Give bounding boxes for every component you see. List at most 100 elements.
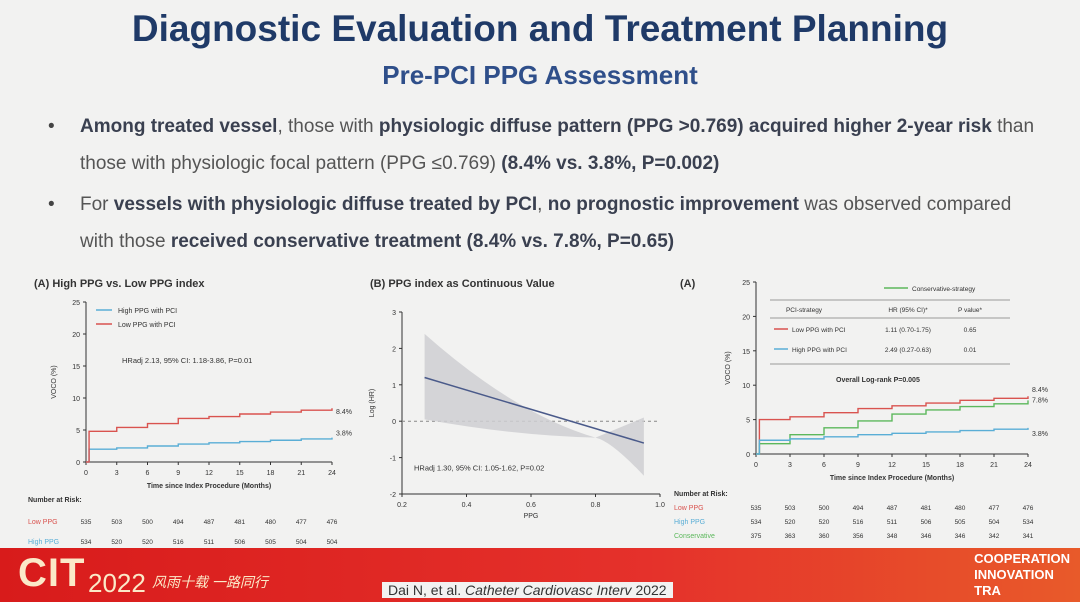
bullet-list: • Among treated vessel, those with physi…	[48, 108, 1048, 264]
chart-b-ppg-continuous: 0.2 0.4 0.6 0.8 1.0 -2 -1 0 1 2 3 Log (HR) PPG HRadj …	[369, 310, 665, 520]
x-tick-label: 1.0	[655, 502, 665, 509]
x-tick-label: 6	[822, 462, 826, 469]
y-tick-label: 2	[392, 346, 396, 353]
risk-value: 494	[173, 519, 184, 526]
legend-label: Low PPG with PCI	[792, 327, 846, 334]
y-tick-label: 5	[76, 428, 80, 435]
risk-value: 506	[921, 519, 932, 526]
cit-logo-year: 2022	[88, 568, 146, 598]
y-tick-label: 10	[72, 396, 80, 403]
x-tick-label: 24	[1024, 462, 1032, 469]
x-tick-label: 6	[146, 470, 150, 477]
x-tick-label: 12	[205, 470, 213, 477]
risk-value: 476	[1023, 505, 1034, 512]
cit-slogan: 风雨十载 一路同行	[152, 574, 268, 590]
series-line	[756, 427, 1029, 455]
end-label: 3.8%	[1032, 431, 1048, 438]
x-axis-label: Time since Index Procedure (Months)	[147, 483, 271, 490]
risk-value: 481	[234, 519, 245, 526]
risk-value: 375	[751, 533, 762, 540]
x-tick-label: 12	[888, 462, 896, 469]
bullet-2-bold-1: vessels with physiologic diffuse treated…	[113, 194, 538, 215]
risk-value: 520	[142, 539, 153, 546]
confidence-band	[424, 333, 644, 476]
risk-value: 494	[853, 505, 864, 512]
risk-value: 477	[296, 519, 307, 526]
risk-row-label: Low PPG	[28, 519, 58, 526]
bullet-dot: •	[48, 116, 55, 137]
bullet-1-text-1: , those with	[277, 116, 379, 137]
end-label: 7.8%	[1032, 397, 1048, 404]
risk-value: 511	[204, 539, 215, 546]
risk-table-title: Number at Risk:	[674, 491, 728, 498]
series-line	[86, 437, 333, 463]
bullet-2: • For vessels with physiologic diffuse t…	[48, 186, 1048, 260]
legend-header: HR (95% CI)*	[888, 307, 928, 314]
risk-value: 534	[751, 519, 762, 526]
end-label: 8.4%	[1032, 387, 1048, 394]
reference-year: 2022	[631, 582, 667, 598]
x-tick-label: 9	[856, 462, 860, 469]
bullet-1-bold-3: (8.4% vs. 3.8%, P=0.002)	[501, 153, 720, 174]
risk-value: 360	[819, 533, 830, 540]
footer-tagline-line: TRA	[974, 583, 1001, 598]
y-tick-label: 20	[742, 314, 750, 321]
risk-value: 506	[234, 539, 245, 546]
risk-value: 534	[1023, 519, 1034, 526]
slide-subtitle: Pre-PCI PPG Assessment	[382, 60, 698, 90]
bullet-2-bold-3: received conservative treatment	[170, 231, 462, 252]
bullet-1-bold-1: Among treated vessel	[80, 116, 278, 137]
legend-p: 0.01	[964, 347, 977, 354]
risk-value: 356	[853, 533, 864, 540]
bullet-2-bold-2: no prognostic improvement	[547, 194, 799, 215]
end-label: 3.8%	[336, 431, 352, 438]
risk-value: 341	[1023, 533, 1034, 540]
series-line	[756, 396, 1029, 455]
x-tick-label: 3	[788, 462, 792, 469]
x-tick-label: 15	[922, 462, 930, 469]
y-tick-label: 0	[392, 419, 396, 426]
risk-value: 534	[81, 539, 92, 546]
hr-annotation: HRadj 1.30, 95% CI: 1.05-1.62, P=0.02	[414, 463, 544, 472]
risk-value: 342	[989, 533, 1000, 540]
risk-value: 348	[887, 533, 898, 540]
reference-journal: Catheter Cardiovasc Interv	[465, 582, 632, 598]
chart-b-title: (B) PPG index as Continuous Value	[370, 278, 555, 290]
risk-value: 516	[173, 539, 184, 546]
bullet-2-text-1: For	[80, 194, 114, 215]
legend-label: High PPG with PCI	[118, 308, 177, 315]
y-tick-label: 0	[76, 460, 80, 467]
hr-annotation: HRadj 2.13, 95% CI: 1.18-3.86, P=0.01	[122, 356, 252, 365]
legend-p: 0.65	[964, 327, 977, 334]
bullet-2-bold-4: (8.4% vs. 7.8%, P=0.65)	[466, 231, 675, 252]
y-tick-label: 1	[392, 383, 396, 390]
x-tick-label: 0	[754, 462, 758, 469]
legend-header: P value*	[958, 307, 983, 314]
regression-line	[424, 376, 645, 444]
chart-a-high-vs-low-ppg: 0 3 6 9 12 15 18 21 24 0 5 10 15 20 25 VOCO (%) Time sin…	[28, 300, 352, 546]
legend-hr: 1.11 (0.70-1.75)	[885, 327, 931, 334]
risk-table-title: Number at Risk:	[28, 497, 82, 504]
risk-value: 477	[989, 505, 1000, 512]
risk-value: 480	[955, 505, 966, 512]
y-tick-label: -2	[390, 492, 396, 499]
bullet-2-text-2: ,	[537, 194, 548, 215]
x-tick-label: 0.4	[462, 502, 472, 509]
risk-value: 504	[989, 519, 1000, 526]
bullet-1: • Among treated vessel, those with physi…	[48, 108, 1048, 182]
y-tick-label: 0	[746, 452, 750, 459]
x-tick-label: 9	[176, 470, 180, 477]
y-tick-label: 5	[746, 418, 750, 425]
risk-value: 500	[819, 505, 830, 512]
y-tick-label: 10	[742, 383, 750, 390]
risk-value: 503	[785, 505, 796, 512]
series-line	[756, 400, 1029, 455]
y-tick-label: 3	[392, 310, 396, 317]
risk-value: 504	[327, 539, 338, 546]
x-tick-label: 0.8	[591, 502, 601, 509]
chart-c-title: (A)	[680, 278, 696, 290]
risk-value: 511	[887, 519, 898, 526]
risk-row-label: High PPG	[674, 519, 705, 526]
risk-row-label: Conservative	[674, 533, 715, 540]
legend-label-conservative: Conservative-strategy	[912, 286, 976, 293]
